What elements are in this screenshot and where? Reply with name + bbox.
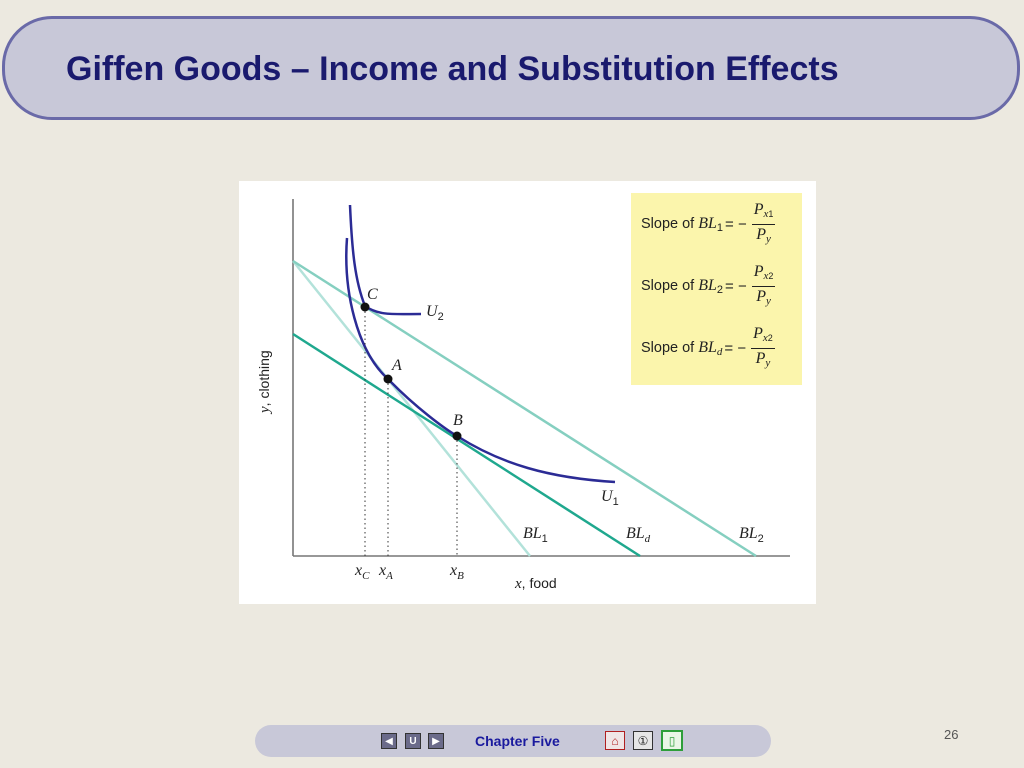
chapter-label: Chapter Five	[475, 733, 560, 749]
point-b-label: B	[453, 412, 463, 429]
slope-legend: Slope of BL1 = − Px1 Py Slope of BL2 = − Px…	[631, 193, 802, 385]
giffen-diagram: C A B U2 U1 BL1 BLd BL2 xC xA xB x, food…	[239, 181, 816, 604]
info-icon[interactable]: ①	[633, 731, 653, 750]
page-number: 26	[944, 727, 959, 742]
budget-line-bld	[292, 332, 641, 558]
curve-u1-label: U1	[601, 488, 619, 508]
page-title: Giffen Goods – Income and Substitution E…	[66, 50, 839, 88]
footer-nav-bar	[255, 725, 771, 757]
slope-row-bl2: Slope of BL2 = − Px2 Py	[641, 262, 776, 307]
exit-icon[interactable]: ▯	[661, 730, 683, 751]
point-a-marker	[383, 374, 393, 384]
tick-label-xa: xA	[378, 562, 393, 582]
title-bar	[2, 16, 1020, 120]
point-b-marker	[452, 431, 462, 441]
tick-label-xb: xB	[449, 562, 464, 582]
slope-row-bld: Slope of BLd = − Px2 Py	[641, 324, 775, 369]
return-icon[interactable]: U	[405, 733, 421, 749]
slope-row-bl1: Slope of BL1 = − Px1 Py	[641, 200, 776, 245]
x-axis-label: x, food	[514, 575, 557, 592]
point-c-label: C	[367, 286, 378, 303]
budget-label-bld: BLd	[626, 525, 651, 545]
point-c-marker	[360, 302, 370, 312]
tick-label-xc: xC	[354, 562, 370, 582]
budget-label-bl1: BL1	[523, 525, 548, 545]
home-icon[interactable]: ⌂	[605, 731, 625, 750]
prev-arrow-icon[interactable]: ◀	[381, 733, 397, 749]
next-arrow-icon[interactable]: ▶	[428, 733, 444, 749]
budget-label-bl2: BL2	[739, 525, 764, 545]
indifference-curve-u1	[345, 237, 616, 484]
indifference-curve-u2	[348, 204, 422, 316]
y-axis-label: y, clothing	[256, 350, 273, 415]
curve-u2-label: U2	[426, 303, 444, 323]
point-a-label: A	[391, 357, 402, 374]
